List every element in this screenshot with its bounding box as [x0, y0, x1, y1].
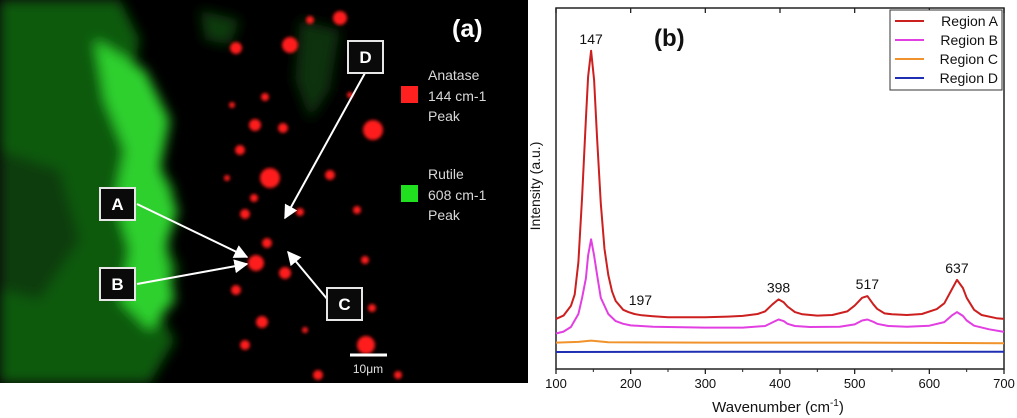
x-tick-label: 500: [844, 376, 866, 391]
x-tick-label: 300: [694, 376, 716, 391]
x-tick-label: 400: [769, 376, 791, 391]
rutile-swatch: [401, 185, 418, 202]
peak-label-197: 197: [629, 292, 653, 308]
peak-label-398: 398: [767, 279, 791, 295]
y-axis-label: Intensity (a.u.): [528, 142, 543, 231]
scale-bar: 10μm: [350, 353, 387, 376]
scale-bar-label: 10μm: [353, 362, 383, 376]
chart-legend: Region A Region B Region C Region D: [889, 9, 1003, 91]
marker-b-label: B: [111, 275, 123, 294]
rutile-legend-text: Rutile 608 cm-1 Peak: [428, 166, 490, 223]
legend-label: Region B: [940, 32, 998, 48]
series-line-region-b: [555, 238, 1005, 335]
legend-label: Region C: [940, 51, 998, 67]
panel-a-label: (a): [452, 15, 483, 43]
anatase-swatch: [401, 86, 418, 103]
marker-c-label: C: [338, 295, 350, 314]
marker-arrows: [136, 72, 366, 301]
raman-map-panel: A B C D (a) Anatase 144 cm-1 Peak: [0, 0, 528, 383]
marker-boxes: A B C D: [99, 40, 384, 321]
panel-b-label: (b): [654, 25, 685, 52]
peak-annotations: 147 197 398 517 637: [579, 31, 968, 308]
anatase-particles: [224, 11, 402, 380]
series-line-region-a: [555, 49, 1005, 320]
x-axis-label: Wavenumber (cm-1): [712, 398, 844, 416]
map-legend: Anatase 144 cm-1 Peak Rutile 608 cm-1 Pe…: [401, 67, 490, 223]
marker-a: A: [99, 187, 136, 221]
raman-spectra-panel: 100 200 300 400 500 600 700 147 197 398 517 637 Re…: [528, 0, 1017, 418]
raman-map-image: A B C D (a) Anatase 144 cm-1 Peak: [0, 0, 528, 383]
marker-c: C: [326, 287, 363, 321]
marker-b: B: [99, 267, 136, 301]
series-line-region-c: [555, 339, 1005, 345]
marker-d: D: [347, 40, 384, 74]
series-lines: [555, 49, 1005, 353]
peak-label-147: 147: [579, 31, 603, 47]
marker-d-label: D: [359, 48, 371, 67]
marker-a-label: A: [111, 195, 123, 214]
raman-spectra-chart: 100 200 300 400 500 600 700 147 197 398 517 637 Re…: [528, 7, 1015, 416]
legend-box: [889, 9, 1003, 91]
axes: 100 200 300 400 500 600 700: [545, 7, 1015, 391]
x-tick-label: 600: [918, 376, 940, 391]
peak-label-637: 637: [945, 260, 969, 276]
anatase-legend-text: Anatase 144 cm-1 Peak: [428, 67, 490, 124]
x-tick-label: 200: [620, 376, 642, 391]
legend-label: Region D: [940, 70, 998, 86]
x-tick-label: 100: [545, 376, 567, 391]
legend-label: Region A: [941, 13, 998, 29]
x-tick-label: 700: [993, 376, 1015, 391]
peak-label-517: 517: [856, 276, 880, 292]
